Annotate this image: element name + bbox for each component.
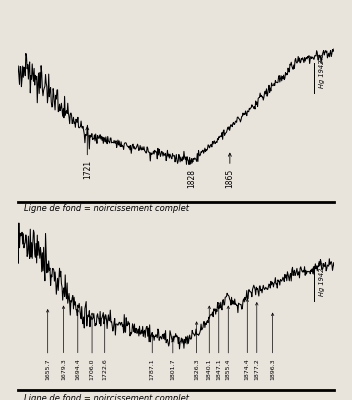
Text: Ligne de fond = noircissement complet: Ligne de fond = noircissement complet bbox=[24, 204, 189, 213]
Text: 1877.2: 1877.2 bbox=[254, 302, 259, 380]
Text: Ligne de fond = noircissement complet: Ligne de fond = noircissement complet bbox=[24, 394, 189, 400]
Text: 1706.0: 1706.0 bbox=[89, 313, 95, 380]
Text: 1655.7: 1655.7 bbox=[45, 310, 50, 380]
Text: 1865: 1865 bbox=[225, 153, 234, 188]
Text: 1847.1: 1847.1 bbox=[216, 302, 221, 380]
Text: 1694.4: 1694.4 bbox=[75, 310, 80, 380]
Text: 1826.3: 1826.3 bbox=[194, 322, 199, 380]
Text: Hg 1942.3: Hg 1942.3 bbox=[319, 261, 325, 296]
Text: 1840.1: 1840.1 bbox=[207, 306, 212, 380]
Text: 1855.4: 1855.4 bbox=[226, 306, 231, 380]
Text: 1801.7: 1801.7 bbox=[170, 340, 175, 380]
Text: Hg 1942.3: Hg 1942.3 bbox=[319, 53, 325, 88]
Text: 1679.3: 1679.3 bbox=[61, 306, 66, 380]
Text: 1828: 1828 bbox=[187, 158, 196, 188]
Text: 1874.4: 1874.4 bbox=[245, 299, 250, 380]
Text: 1721: 1721 bbox=[83, 127, 92, 180]
Text: 1787.1: 1787.1 bbox=[150, 334, 155, 380]
Text: 1896.3: 1896.3 bbox=[270, 313, 275, 380]
Text: 1722.6: 1722.6 bbox=[102, 317, 107, 380]
